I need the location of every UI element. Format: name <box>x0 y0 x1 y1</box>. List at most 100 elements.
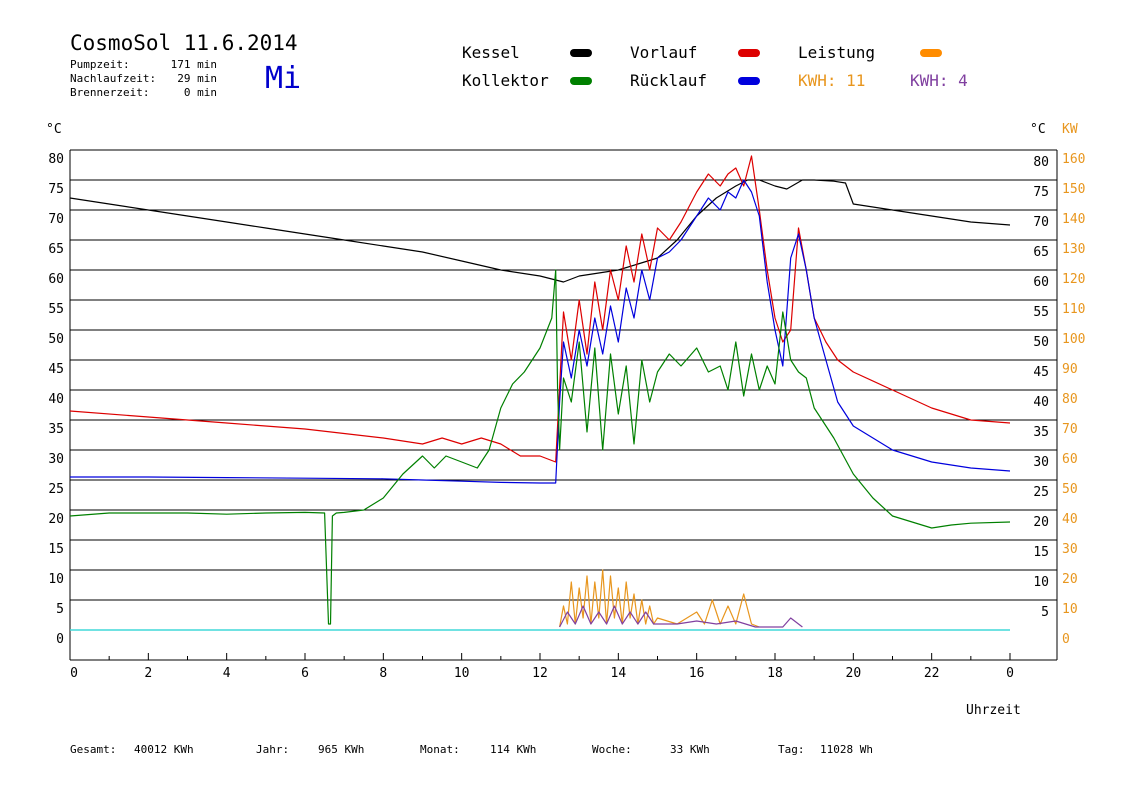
series-leistung-2 <box>559 605 803 628</box>
y-tick-label-right: 45 <box>1033 365 1049 380</box>
x-tick-label: 4 <box>223 666 231 681</box>
kw-tick-label: 150 <box>1062 182 1085 197</box>
x-axis-label: Uhrzeit <box>966 703 1021 718</box>
info-value-pumpzeit: 171 min <box>171 58 217 71</box>
footer-stats: Gesamt: 40012 KWh Jahr: 965 KWh Monat: 1… <box>70 743 873 756</box>
x-tick-label: 2 <box>144 666 152 681</box>
y-tick-label-left: 15 <box>48 542 64 557</box>
y-tick-label-right: 15 <box>1033 545 1049 560</box>
y-tick-label-left: 70 <box>48 212 64 227</box>
y-tick-label-right: 55 <box>1033 305 1049 320</box>
legend-kwh-1: KWH: 11 <box>798 71 865 90</box>
y-tick-label-left: 45 <box>48 362 64 377</box>
y-axis-left-unit: °C <box>46 122 62 137</box>
y-tick-label-right: 70 <box>1033 215 1049 230</box>
page-title: CosmoSol 11.6.2014 <box>70 31 298 55</box>
footer-label-monat: Monat: <box>420 743 460 756</box>
footer-label-woche: Woche: <box>592 743 632 756</box>
grid <box>70 149 1057 601</box>
footer-label-jahr: Jahr: <box>256 743 289 756</box>
y-tick-label-left: 60 <box>48 272 64 287</box>
x-tick-label: 0 <box>1006 666 1014 681</box>
y-tick-label-right: 20 <box>1033 515 1049 530</box>
x-axis-spacer <box>1014 656 1054 660</box>
legend: Kessel Vorlauf Leistung Kollektor Rückla… <box>462 43 968 90</box>
x-tick-labels: 0 2 4 6 8 10 12 14 16 18 20 22 0 <box>70 666 1014 681</box>
y-tick-label-left: 0 <box>56 632 64 647</box>
kw-tick-label: 70 <box>1062 422 1078 437</box>
y-tick-label-right: 60 <box>1033 275 1049 290</box>
kw-tick-label: 110 <box>1062 302 1085 317</box>
x-tick-label: 20 <box>846 666 862 681</box>
x-tick-label: 18 <box>767 666 783 681</box>
y-tick-label-left: 50 <box>48 332 64 347</box>
legend-kwh-2: KWH: 4 <box>910 71 968 90</box>
kw-tick-label: 130 <box>1062 242 1085 257</box>
y-tick-label-right: 30 <box>1033 455 1049 470</box>
legend-label-ruecklauf: Rücklauf <box>630 71 707 90</box>
y-tick-label-left: 10 <box>48 572 64 587</box>
info-label-pumpzeit: Pumpzeit: <box>70 58 130 71</box>
legend-swatch-ruecklauf <box>738 77 760 85</box>
kw-tick-label: 90 <box>1062 362 1078 377</box>
kw-tick-label: 140 <box>1062 212 1085 227</box>
footer-label-tag: Tag: <box>778 743 805 756</box>
y-tick-label-right: 10 <box>1033 575 1049 590</box>
axes <box>69 150 1058 661</box>
y-tick-label-left: 35 <box>48 422 64 437</box>
legend-swatch-leistung <box>920 49 942 57</box>
y-tick-label-right: 80 <box>1033 155 1049 170</box>
legend-swatch-vorlauf <box>738 49 760 57</box>
x-tick-label: 8 <box>379 666 387 681</box>
y-tick-label-left: 5 <box>56 602 64 617</box>
footer-value-gesamt: 40012 KWh <box>134 743 194 756</box>
kw-tick-label: 160 <box>1062 152 1085 167</box>
x-tick-label: 6 <box>301 666 309 681</box>
y-tick-label-left: 40 <box>48 392 64 407</box>
series-kollektor <box>69 269 1011 625</box>
series-r-cklauf <box>70 179 1011 484</box>
series-leistung <box>559 569 760 628</box>
y-tick-label-right: 65 <box>1033 245 1049 260</box>
legend-label-kollektor: Kollektor <box>462 71 549 90</box>
info-label-brennerzeit: Brennerzeit: <box>70 86 149 99</box>
kw-tick-label: 0 <box>1062 632 1070 647</box>
kw-tick-label: 120 <box>1062 272 1085 287</box>
kw-tick-label: 50 <box>1062 482 1078 497</box>
kw-tick-label: 30 <box>1062 542 1078 557</box>
y-tick-label-right: 50 <box>1033 335 1049 350</box>
legend-swatch-kollektor <box>570 77 592 85</box>
y-tick-label-right: 5 <box>1041 605 1049 620</box>
series-lines <box>69 155 1011 631</box>
footer-value-jahr: 965 KWh <box>318 743 364 756</box>
x-tick-label: 10 <box>454 666 470 681</box>
y-tick-label-left: 55 <box>48 302 64 317</box>
kw-tick-label: 80 <box>1062 392 1078 407</box>
kw-tick-label: 60 <box>1062 452 1078 467</box>
kw-tick-label: 40 <box>1062 512 1078 527</box>
info-label-nachlaufzeit: Nachlaufzeit: <box>70 72 156 85</box>
y-tick-label-left: 65 <box>48 242 64 257</box>
x-tick-label: 22 <box>924 666 940 681</box>
y-axis-right-unit: °C <box>1030 122 1046 137</box>
y-tick-label-left: 80 <box>48 152 64 167</box>
y-tick-label-right: 75 <box>1033 185 1049 200</box>
footer-value-woche: 33 KWh <box>670 743 710 756</box>
legend-label-leistung: Leistung <box>798 43 875 62</box>
y-tick-labels-left: 0 5 10 15 20 25 30 35 40 45 50 55 60 65 70 75 80 <box>48 152 64 647</box>
y-tick-label-left: 30 <box>48 452 64 467</box>
info-block: Pumpzeit: 171 min Nachlaufzeit: 29 min B… <box>70 58 217 99</box>
x-tick-label: 14 <box>611 666 627 681</box>
y-tick-label-left: 75 <box>48 182 64 197</box>
y-tick-label-left: 20 <box>48 512 64 527</box>
day-label: Mi <box>265 61 301 96</box>
legend-swatch-kessel <box>570 49 592 57</box>
footer-value-monat: 114 KWh <box>490 743 536 756</box>
legend-label-kessel: Kessel <box>462 43 520 62</box>
y-tick-label-left: 25 <box>48 482 64 497</box>
x-tick-label: 16 <box>689 666 705 681</box>
kw-tick-labels: 0 10 20 30 40 50 60 70 80 90 100 110 120 130 140 150 160 <box>1062 152 1085 647</box>
series-kessel <box>69 179 1011 283</box>
legend-label-vorlauf: Vorlauf <box>630 43 697 62</box>
